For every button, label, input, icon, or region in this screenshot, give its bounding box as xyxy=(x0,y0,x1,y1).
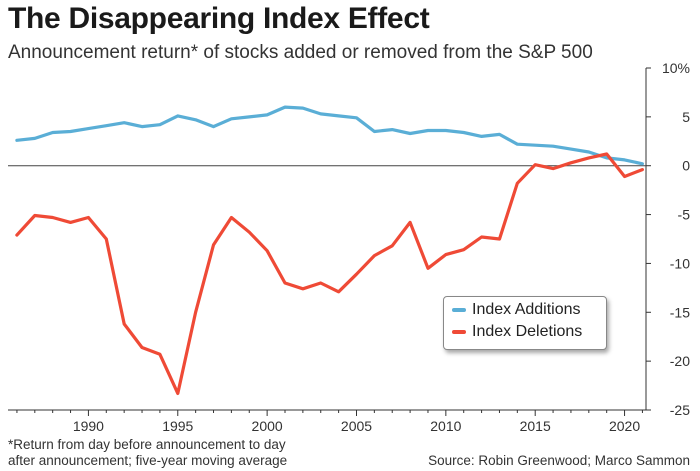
y-tick-label: -25 xyxy=(670,402,690,418)
footnote: *Return from day before announcement to … xyxy=(8,437,287,469)
x-tick-label: 2010 xyxy=(430,418,461,434)
x-tick-label: 2020 xyxy=(609,418,640,434)
x-tick-label: 2015 xyxy=(520,418,551,434)
footnote-line-2: after announcement; five-year moving ave… xyxy=(8,453,288,468)
legend-item-deletions: Index Deletions xyxy=(452,323,582,341)
x-tick-label: 1995 xyxy=(162,418,193,434)
source-note: Source: Robin Greenwood; Marco Sammon xyxy=(428,453,690,468)
x-tick-label: 2005 xyxy=(341,418,372,434)
footnote-line-1: *Return from day before announcement to … xyxy=(8,437,286,452)
legend-swatch-deletions xyxy=(452,330,466,334)
legend-item-additions: Index Additions xyxy=(452,301,581,319)
series-line-index-additions xyxy=(15,105,645,166)
legend-swatch-additions xyxy=(452,308,466,312)
x-tick-label: 2000 xyxy=(252,418,283,434)
legend-label-deletions: Index Deletions xyxy=(472,323,583,340)
y-tick-label: -5 xyxy=(678,207,691,223)
y-tick-label: 5 xyxy=(682,109,690,125)
chart-legend: Index Additions Index Deletions xyxy=(443,296,607,350)
chart-title: The Disappearing Index Effect xyxy=(8,2,430,35)
y-tick-label: 0 xyxy=(682,158,690,174)
y-tick-label: -20 xyxy=(670,353,690,369)
x-tick-label: 1990 xyxy=(73,418,104,434)
chart-subtitle: Announcement return* of stocks added or … xyxy=(8,42,593,63)
y-tick-label: -15 xyxy=(670,304,690,320)
y-tick-label: -10 xyxy=(670,255,690,271)
y-tick-label: 10% xyxy=(662,60,690,76)
legend-label-additions: Index Additions xyxy=(472,301,581,318)
series-line-index-deletions xyxy=(15,152,645,395)
